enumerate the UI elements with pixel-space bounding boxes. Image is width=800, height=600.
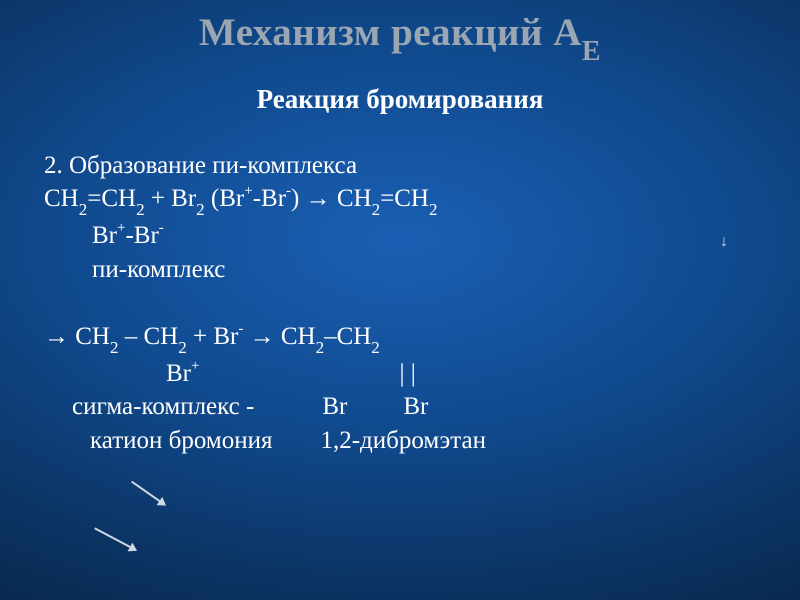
slide: Механизм реакций АЕ Реакция бромирования… [0,0,800,600]
slide-subtitle: Реакция бромирования [44,84,756,115]
diagonal-arrow-icon [94,527,136,550]
spacer [44,286,756,320]
bonds: | | [399,360,415,387]
subscript: 2 [429,200,438,219]
superscript: - [159,220,164,236]
subscript: 2 [196,200,205,219]
eq-part: Br [92,222,117,249]
step-heading: 2. Образование пи-комплекса [44,149,756,183]
eq-part: Br [403,393,428,420]
subscript: 2 [372,200,381,219]
down-arrow-icon: ↓ [720,233,728,251]
diagonal-arrow-icon [131,481,165,506]
title-subscript: Е [582,36,601,67]
slide-title: Механизм реакций АЕ [44,0,756,62]
equation-line-2: Br+-Br- [44,219,756,253]
equation-line-1: CH2=CH2 + Br2 (Br+-Br-) → CH2=CH2 [44,182,756,219]
eq-part: – CH [118,323,178,350]
subscript: 2 [79,200,88,219]
subscript: 2 [110,338,119,357]
cation-label: катион бромония [90,427,272,454]
eq-part: =CH [87,185,136,212]
eq-part: (Br [205,185,245,212]
eq-part: -Br [253,185,286,212]
product-label: 1,2-дибромэтан [320,427,485,454]
superscript: + [244,183,252,199]
pi-complex-label: пи-комплекс [44,253,756,287]
sigma-label: сигма-комплекс - [72,393,254,420]
eq-part: -Br [125,222,158,249]
equation-line-5: сигма-комплекс - Br Br [44,390,756,424]
equation-line-4: Br+ | | [44,357,756,391]
subscript: 2 [178,338,187,357]
eq-part: =CH [380,185,429,212]
superscript: - [238,321,243,337]
subscript: 2 [371,338,380,357]
subscript: 2 [316,338,325,357]
title-main: Механизм реакций А [199,11,582,54]
eq-part: Br [322,393,347,420]
eq-part: Br [166,360,191,387]
content-block-1: 2. Образование пи-комплекса CH2=CH2 + Br… [44,149,756,458]
subscript: 2 [136,200,145,219]
equation-line-6: катион бромония 1,2-дибромэтан [44,424,756,458]
eq-part: + Br [187,323,239,350]
superscript: + [191,358,199,374]
superscript: + [117,220,125,236]
eq-part: CH [44,185,79,212]
eq-part: → CH [250,323,316,350]
equation-line-3: → CH2 – CH2 + Br- → CH2–CH2 [44,320,756,357]
superscript: - [286,183,291,199]
eq-part: + Br [145,185,197,212]
eq-part: → CH [44,323,110,350]
eq-part: –CH [324,323,371,350]
eq-part: ) → CH [291,185,372,212]
